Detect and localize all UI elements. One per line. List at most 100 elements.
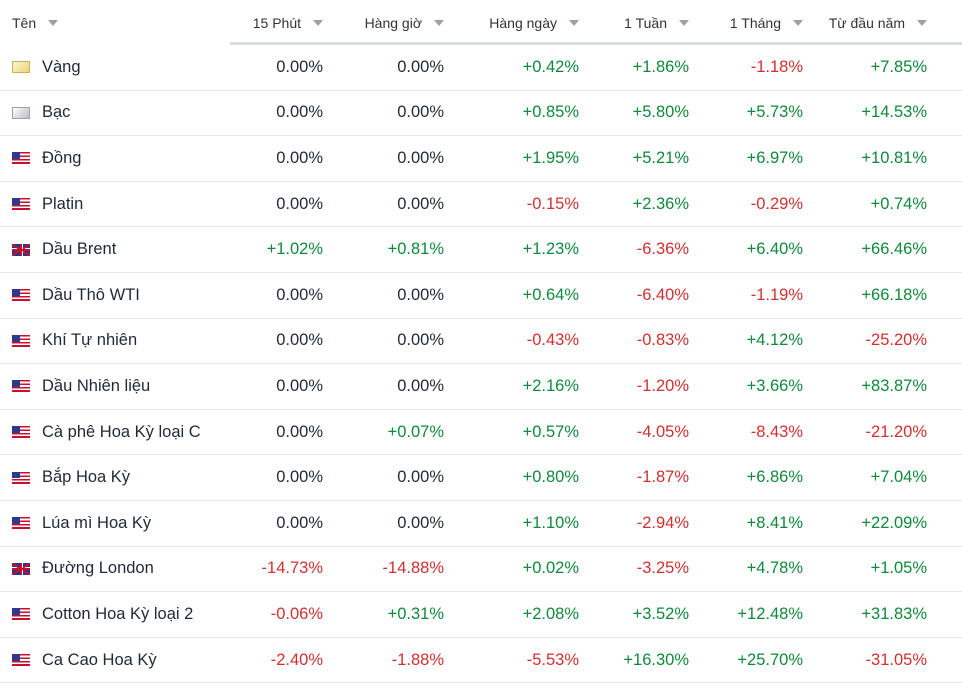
table-row[interactable]: Dầu Brent +1.02% +0.81% +1.23% -6.36% +6.40% +… xyxy=(0,227,962,273)
table-row[interactable]: Cà phê Hoa Kỳ loại C 0.00% +0.07% +0.57% -4.… xyxy=(0,410,962,456)
change-daily-cell: +2.08% xyxy=(522,604,579,623)
change-daily-cell: -5.53% xyxy=(526,650,579,669)
instrument-name[interactable]: Cotton Hoa Kỳ loại 2 xyxy=(42,604,194,623)
change-1week-cell: -1.20% xyxy=(636,376,689,395)
change-daily-cell: +0.85% xyxy=(522,103,579,122)
change-hourly-cell: 0.00% xyxy=(397,194,444,213)
change-hourly-cell: 0.00% xyxy=(397,331,444,350)
instrument-name-cell[interactable]: Cà phê Hoa Kỳ loại C xyxy=(0,423,230,442)
instrument-name[interactable]: Lúa mì Hoa Kỳ xyxy=(42,513,152,532)
us-flag-icon xyxy=(12,426,30,439)
table-row[interactable]: Bạc 0.00% 0.00% +0.85% +5.80% +5.73% +14.53% xyxy=(0,91,962,137)
sort-caret-icon xyxy=(48,19,59,26)
change-15min-cell: 0.00% xyxy=(276,422,323,441)
instrument-name[interactable]: Bắp Hoa Kỳ xyxy=(42,468,131,487)
table-row[interactable]: Đường London -14.73% -14.88% +0.02% -3.25% +4… xyxy=(0,547,962,593)
change-ytd-cell: +66.18% xyxy=(861,285,927,304)
header-hourly-label: Hàng giờ xyxy=(364,14,422,31)
change-ytd-cell: +0.74% xyxy=(870,194,927,213)
table-row[interactable]: Đồng 0.00% 0.00% +1.95% +5.21% +6.97% +10.81% xyxy=(0,136,962,182)
instrument-name-cell[interactable]: Dầu Thô WTI xyxy=(0,286,230,305)
change-15min-cell: -14.73% xyxy=(261,559,323,578)
change-ytd-cell: -25.20% xyxy=(865,331,927,350)
header-ytd[interactable]: Từ đầu năm xyxy=(803,15,945,31)
change-hourly-cell: +0.07% xyxy=(387,422,444,441)
change-daily-cell: +1.10% xyxy=(522,513,579,532)
header-name-label: Tên xyxy=(12,14,37,31)
instrument-name-cell[interactable]: Dầu Brent xyxy=(0,240,230,259)
instrument-name[interactable]: Đường London xyxy=(42,559,154,578)
change-1week-cell: +5.80% xyxy=(632,103,689,122)
table-row[interactable]: Cotton Hoa Kỳ loại 2 -0.06% +0.31% +2.08% +3… xyxy=(0,592,962,638)
uk-flag-icon xyxy=(12,243,30,256)
instrument-name[interactable]: Dầu Thô WTI xyxy=(42,285,140,304)
change-hourly-cell: 0.00% xyxy=(397,468,444,487)
change-daily-cell: +0.80% xyxy=(522,468,579,487)
instrument-name-cell[interactable]: Khí Tự nhiên xyxy=(0,331,230,350)
instrument-name[interactable]: Khí Tự nhiên xyxy=(42,331,138,350)
header-1month-label: 1 Tháng xyxy=(729,14,781,31)
instrument-name-cell[interactable]: Dầu Nhiên liệu xyxy=(0,377,230,396)
us-flag-icon xyxy=(12,654,30,667)
instrument-name-cell[interactable]: Lúa mì Hoa Kỳ xyxy=(0,514,230,533)
table-row[interactable]: Vàng 0.00% 0.00% +0.42% +1.86% -1.18% +7.85% xyxy=(0,45,962,91)
change-hourly-cell: 0.00% xyxy=(397,513,444,532)
change-15min-cell: -0.06% xyxy=(270,604,323,623)
instrument-name-cell[interactable]: Vàng xyxy=(0,58,230,77)
sort-caret-icon xyxy=(313,19,323,26)
change-1month-cell: +6.97% xyxy=(746,148,803,167)
instrument-name-cell[interactable]: Đường London xyxy=(0,559,230,578)
change-1month-cell: +25.70% xyxy=(737,650,803,669)
instrument-name-cell[interactable]: Platin xyxy=(0,195,230,214)
change-15min-cell: -2.40% xyxy=(270,650,323,669)
change-ytd-cell: +83.87% xyxy=(861,376,927,395)
header-1month[interactable]: 1 Tháng xyxy=(689,15,803,31)
change-1week-cell: +2.36% xyxy=(632,194,689,213)
change-ytd-cell: +31.83% xyxy=(861,604,927,623)
sort-caret-icon xyxy=(917,19,927,26)
instrument-name-cell[interactable]: Bắp Hoa Kỳ xyxy=(0,468,230,487)
change-hourly-cell: 0.00% xyxy=(397,57,444,76)
table-row[interactable]: Lúa mì Hoa Kỳ 0.00% 0.00% +1.10% -2.94% +8.41… xyxy=(0,501,962,547)
instrument-name-cell[interactable]: Cotton Hoa Kỳ loại 2 xyxy=(0,605,230,624)
table-row[interactable]: Dầu Nhiên liệu 0.00% 0.00% +2.16% -1.20% +3.6… xyxy=(0,364,962,410)
instrument-name[interactable]: Dầu Nhiên liệu xyxy=(42,376,151,395)
change-daily-cell: +1.23% xyxy=(522,240,579,259)
instrument-name[interactable]: Vàng xyxy=(42,57,81,76)
change-hourly-cell: 0.00% xyxy=(397,285,444,304)
change-1week-cell: -1.87% xyxy=(636,468,689,487)
change-ytd-cell: +1.05% xyxy=(870,559,927,578)
header-1week[interactable]: 1 Tuần xyxy=(579,15,689,31)
instrument-name[interactable]: Dầu Brent xyxy=(42,240,117,259)
change-15min-cell: 0.00% xyxy=(276,194,323,213)
instrument-name[interactable]: Bạc xyxy=(42,103,71,122)
table-row[interactable]: Khí Tự nhiên 0.00% 0.00% -0.43% -0.83% +4.12%… xyxy=(0,319,962,365)
change-hourly-cell: +0.81% xyxy=(387,240,444,259)
change-ytd-cell: +7.85% xyxy=(870,57,927,76)
instrument-name[interactable]: Đồng xyxy=(42,148,82,167)
table-row[interactable]: Bắp Hoa Kỳ 0.00% 0.00% +0.80% -1.87% +6.86% +7… xyxy=(0,455,962,501)
change-hourly-cell: 0.00% xyxy=(397,376,444,395)
instrument-name-cell[interactable]: Đồng xyxy=(0,149,230,168)
us-flag-icon xyxy=(12,471,30,484)
header-hourly[interactable]: Hàng giờ xyxy=(323,15,444,31)
change-ytd-cell: +66.46% xyxy=(861,240,927,259)
instrument-name-cell[interactable]: Ca Cao Hoa Kỳ xyxy=(0,651,230,670)
instrument-name[interactable]: Ca Cao Hoa Kỳ xyxy=(42,650,157,669)
change-1month-cell: +6.40% xyxy=(746,240,803,259)
table-row[interactable]: Platin 0.00% 0.00% -0.15% +2.36% -0.29% +0.74% xyxy=(0,182,962,228)
change-1month-cell: +3.66% xyxy=(746,376,803,395)
change-15min-cell: 0.00% xyxy=(276,285,323,304)
table-row[interactable]: Ca Cao Hoa Kỳ -2.40% -1.88% -5.53% +16.30% +2… xyxy=(0,638,962,684)
change-1week-cell: +1.86% xyxy=(632,57,689,76)
instrument-name-cell[interactable]: Bạc xyxy=(0,103,230,122)
header-name[interactable]: Tên xyxy=(0,15,230,31)
header-daily[interactable]: Hàng ngày xyxy=(444,15,579,31)
instrument-name[interactable]: Platin xyxy=(42,194,84,213)
header-15min[interactable]: 15 Phút xyxy=(230,15,323,31)
instrument-name[interactable]: Cà phê Hoa Kỳ loại C xyxy=(42,422,201,441)
table-row[interactable]: Dầu Thô WTI 0.00% 0.00% +0.64% -6.40% -1.19% +… xyxy=(0,273,962,319)
change-15min-cell: 0.00% xyxy=(276,468,323,487)
change-1week-cell: +16.30% xyxy=(623,650,689,669)
